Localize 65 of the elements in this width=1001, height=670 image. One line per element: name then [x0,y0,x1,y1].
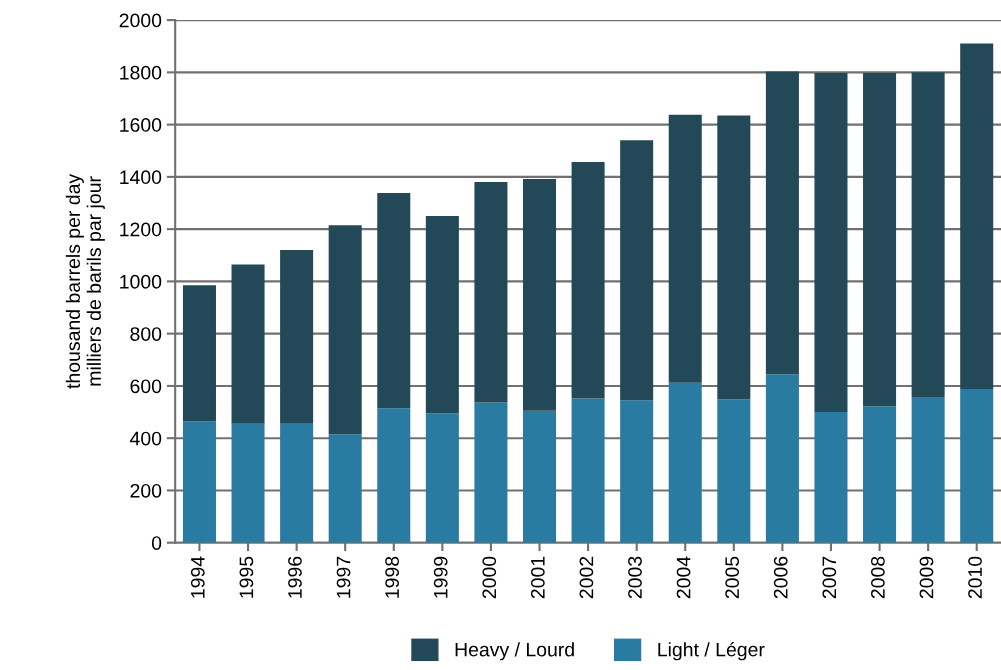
x-tick-label: 2009 [919,556,934,599]
y-tick-label: 600 [130,379,162,394]
bar [863,72,897,407]
y-tick-label: 1400 [120,170,162,185]
bar [182,285,216,422]
x-tick-label: 1999 [433,556,448,598]
bar [474,402,508,543]
bar [668,114,702,383]
bar [328,434,362,543]
x-tick-label: 2006 [773,556,788,599]
bar [522,178,557,411]
bar [911,72,945,397]
bar [474,182,508,403]
bar [231,423,265,543]
x-tick-label: 2004 [676,556,691,599]
bar [377,408,411,543]
bar [571,161,605,399]
bar [765,71,799,375]
bar [814,72,848,413]
legend-label: Light / Léger [658,641,765,661]
bar [668,382,702,543]
x-tick-label: 2008 [871,556,885,599]
y-tick-label: 400 [129,431,162,446]
bar [425,413,459,543]
x-tick-label: 1997 [336,556,351,598]
legend-label: Heavy / Lourd [455,642,574,661]
bar [717,115,751,400]
x-tick-label: 1995 [239,556,254,598]
bar [863,406,897,543]
x-tick-label: 1996 [288,556,302,598]
x-tick-label: 1994 [190,556,205,598]
bar [620,140,654,401]
bar [765,374,799,543]
bar [231,264,265,424]
bar [280,250,314,424]
bar [911,396,945,543]
x-tick-label: 2005 [725,556,740,599]
y-tick-label: 800 [130,327,162,341]
bar [522,410,557,543]
bar [814,412,848,543]
bar [182,421,216,543]
bar [717,399,751,543]
y-tick-label: 1800 [120,65,162,80]
bar [960,389,994,543]
bar [425,216,459,414]
y-tick-label: 0 [151,536,162,550]
y-tick-label: 1200 [120,222,162,237]
x-tick-label: 2002 [579,556,594,599]
y-tick-label: 1600 [120,118,162,132]
x-tick-label: 2003 [628,556,642,599]
y-tick-label: 1000 [120,274,162,289]
x-tick-label: 2010 [968,556,982,599]
y-tick-label: 200 [130,483,162,498]
y-axis-title: thousand barrels per day milliers de barils par jour [65,173,105,389]
bar [328,225,362,435]
x-tick-label: 2007 [822,556,837,599]
bar [620,400,654,543]
x-tick-label: 2000 [482,556,497,599]
x-tick-label: 2001 [530,556,545,599]
bar [280,423,314,543]
bar [571,398,605,543]
bar [960,43,994,390]
x-tick-label: 1998 [385,556,399,598]
y-tick-label: 2000 [119,13,162,28]
bar [377,193,411,409]
